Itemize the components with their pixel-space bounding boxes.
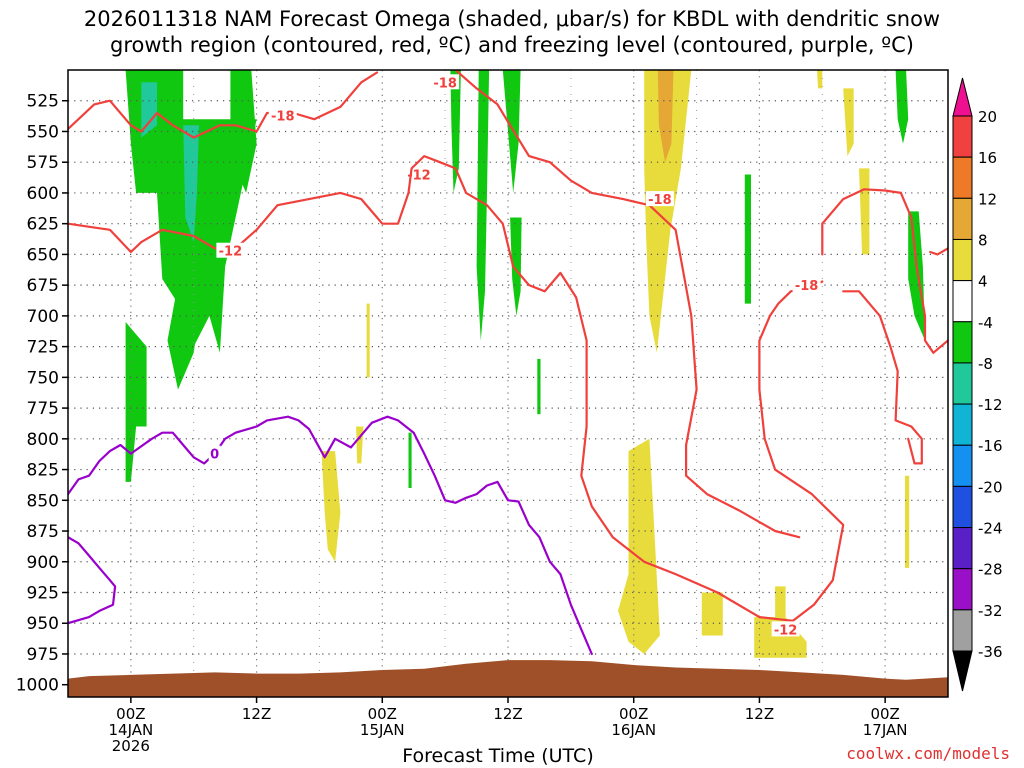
omega-region	[322, 451, 341, 562]
colorbar-label: -32	[978, 602, 1003, 620]
y-tick-label: 700	[27, 307, 59, 327]
colorbar-swatch	[953, 281, 972, 322]
omega-region	[126, 322, 147, 482]
colorbar-swatch	[953, 157, 972, 198]
x-tick-label: 12Z	[242, 705, 271, 723]
x-axis-label: Forecast Time (UTC)	[402, 745, 593, 767]
colorbar-swatch	[953, 116, 972, 157]
colorbar-swatch	[953, 610, 972, 651]
dendritic-contour-label: -12	[219, 245, 243, 260]
colorbar: 20 16 12 8 4 -4 -8 -12 -16 -20 -24 -28 -32 -36	[953, 78, 1003, 691]
colorbar-label: -4	[978, 314, 993, 332]
x-tick-label: 16JAN	[611, 721, 656, 739]
y-tick-label: 800	[27, 430, 59, 450]
colorbar-label: -24	[978, 520, 1003, 538]
y-tick-label: 575	[27, 153, 59, 173]
x-tick-label: 2026	[112, 737, 150, 755]
y-tick-label: 950	[27, 614, 59, 634]
colorbar-label: 8	[978, 231, 988, 249]
y-tick-label: 825	[27, 461, 59, 481]
omega-region	[409, 433, 412, 488]
omega-region	[745, 175, 751, 304]
dendritic-contour-line	[759, 316, 843, 621]
x-tick-label: 12Z	[745, 705, 774, 723]
dendritic-contour-line	[930, 248, 948, 254]
colorbar-label: -12	[978, 396, 1003, 414]
y-tick-label: 675	[27, 276, 59, 296]
colorbar-swatch	[953, 239, 972, 280]
y-tick-label: 650	[27, 245, 59, 265]
colorbar-swatch	[953, 404, 972, 445]
y-tick-label: 850	[27, 491, 59, 511]
omega-region	[817, 70, 822, 88]
dendritic-contour-label: -18	[795, 279, 819, 294]
dendritic-contour-label: -18	[271, 109, 295, 124]
colorbar-label: -28	[978, 561, 1003, 579]
y-axis: 525 550 575 600 625 650 675 700 725 750 775 800 825 8…	[16, 92, 68, 696]
omega-region	[905, 476, 909, 568]
omega-region	[356, 427, 363, 464]
colorbar-swatch	[953, 198, 972, 239]
y-tick-label: 625	[27, 215, 59, 235]
omega-region	[537, 359, 540, 414]
dendritic-contour-line	[68, 156, 440, 252]
dendritic-contour-label: -18	[433, 76, 457, 91]
y-tick-label: 875	[27, 522, 59, 542]
omega-region	[702, 593, 723, 636]
y-tick-label: 725	[27, 338, 59, 358]
x-tick-label: 17JAN	[863, 721, 908, 739]
source-credit: coolwx.com/models	[846, 744, 1010, 763]
freezing-level-contour-label: 0	[210, 448, 219, 463]
colorbar-label: 20	[978, 108, 997, 126]
colorbar-swatch	[953, 528, 972, 569]
x-tick-label: 12Z	[493, 705, 522, 723]
colorbar-label: 12	[978, 190, 997, 208]
omega-region	[503, 70, 521, 193]
omega-region	[367, 304, 370, 378]
dendritic-contour-label: -18	[648, 193, 672, 208]
colorbar-swatch	[953, 363, 972, 404]
colorbar-label: 16	[978, 149, 997, 167]
colorbar-swatch	[953, 569, 972, 610]
colorbar-label: 4	[978, 273, 988, 291]
y-tick-label: 900	[27, 553, 59, 573]
colorbar-label: -8	[978, 355, 993, 373]
y-tick-label: 750	[27, 368, 59, 388]
colorbar-extend-top	[953, 78, 972, 116]
colorbar-label: -16	[978, 437, 1003, 455]
dendritic-contour-line	[440, 162, 760, 617]
dendritic-contour-line	[649, 205, 799, 537]
omega-region	[843, 88, 854, 156]
colorbar-label: -36	[978, 643, 1003, 661]
dendritic-contour-line	[901, 193, 948, 353]
omega-region	[775, 586, 786, 617]
freezing-level-contour-line	[68, 537, 115, 623]
y-tick-label: 525	[27, 92, 59, 112]
x-tick-label: 15JAN	[360, 721, 405, 739]
y-tick-label: 550	[27, 122, 59, 142]
omega-region	[510, 218, 521, 316]
y-tick-label: 975	[27, 645, 59, 665]
colorbar-extend-bottom	[953, 651, 972, 691]
colorbar-swatch	[953, 486, 972, 527]
y-tick-label: 775	[27, 399, 59, 419]
omega-region	[908, 211, 925, 340]
y-tick-label: 1000	[16, 676, 59, 696]
omega-shading-layer	[126, 70, 925, 658]
terrain-layer	[68, 660, 948, 697]
dendritic-contour-label: -12	[774, 623, 798, 638]
omega-region	[896, 70, 909, 144]
omega-region	[859, 168, 869, 254]
dendritic-contour-line	[843, 291, 922, 463]
colorbar-swatch	[953, 445, 972, 486]
terrain-surface	[68, 660, 948, 697]
y-tick-label: 600	[27, 184, 59, 204]
colorbar-swatch	[953, 322, 972, 363]
colorbar-label: -20	[978, 478, 1003, 496]
y-tick-label: 925	[27, 584, 59, 604]
